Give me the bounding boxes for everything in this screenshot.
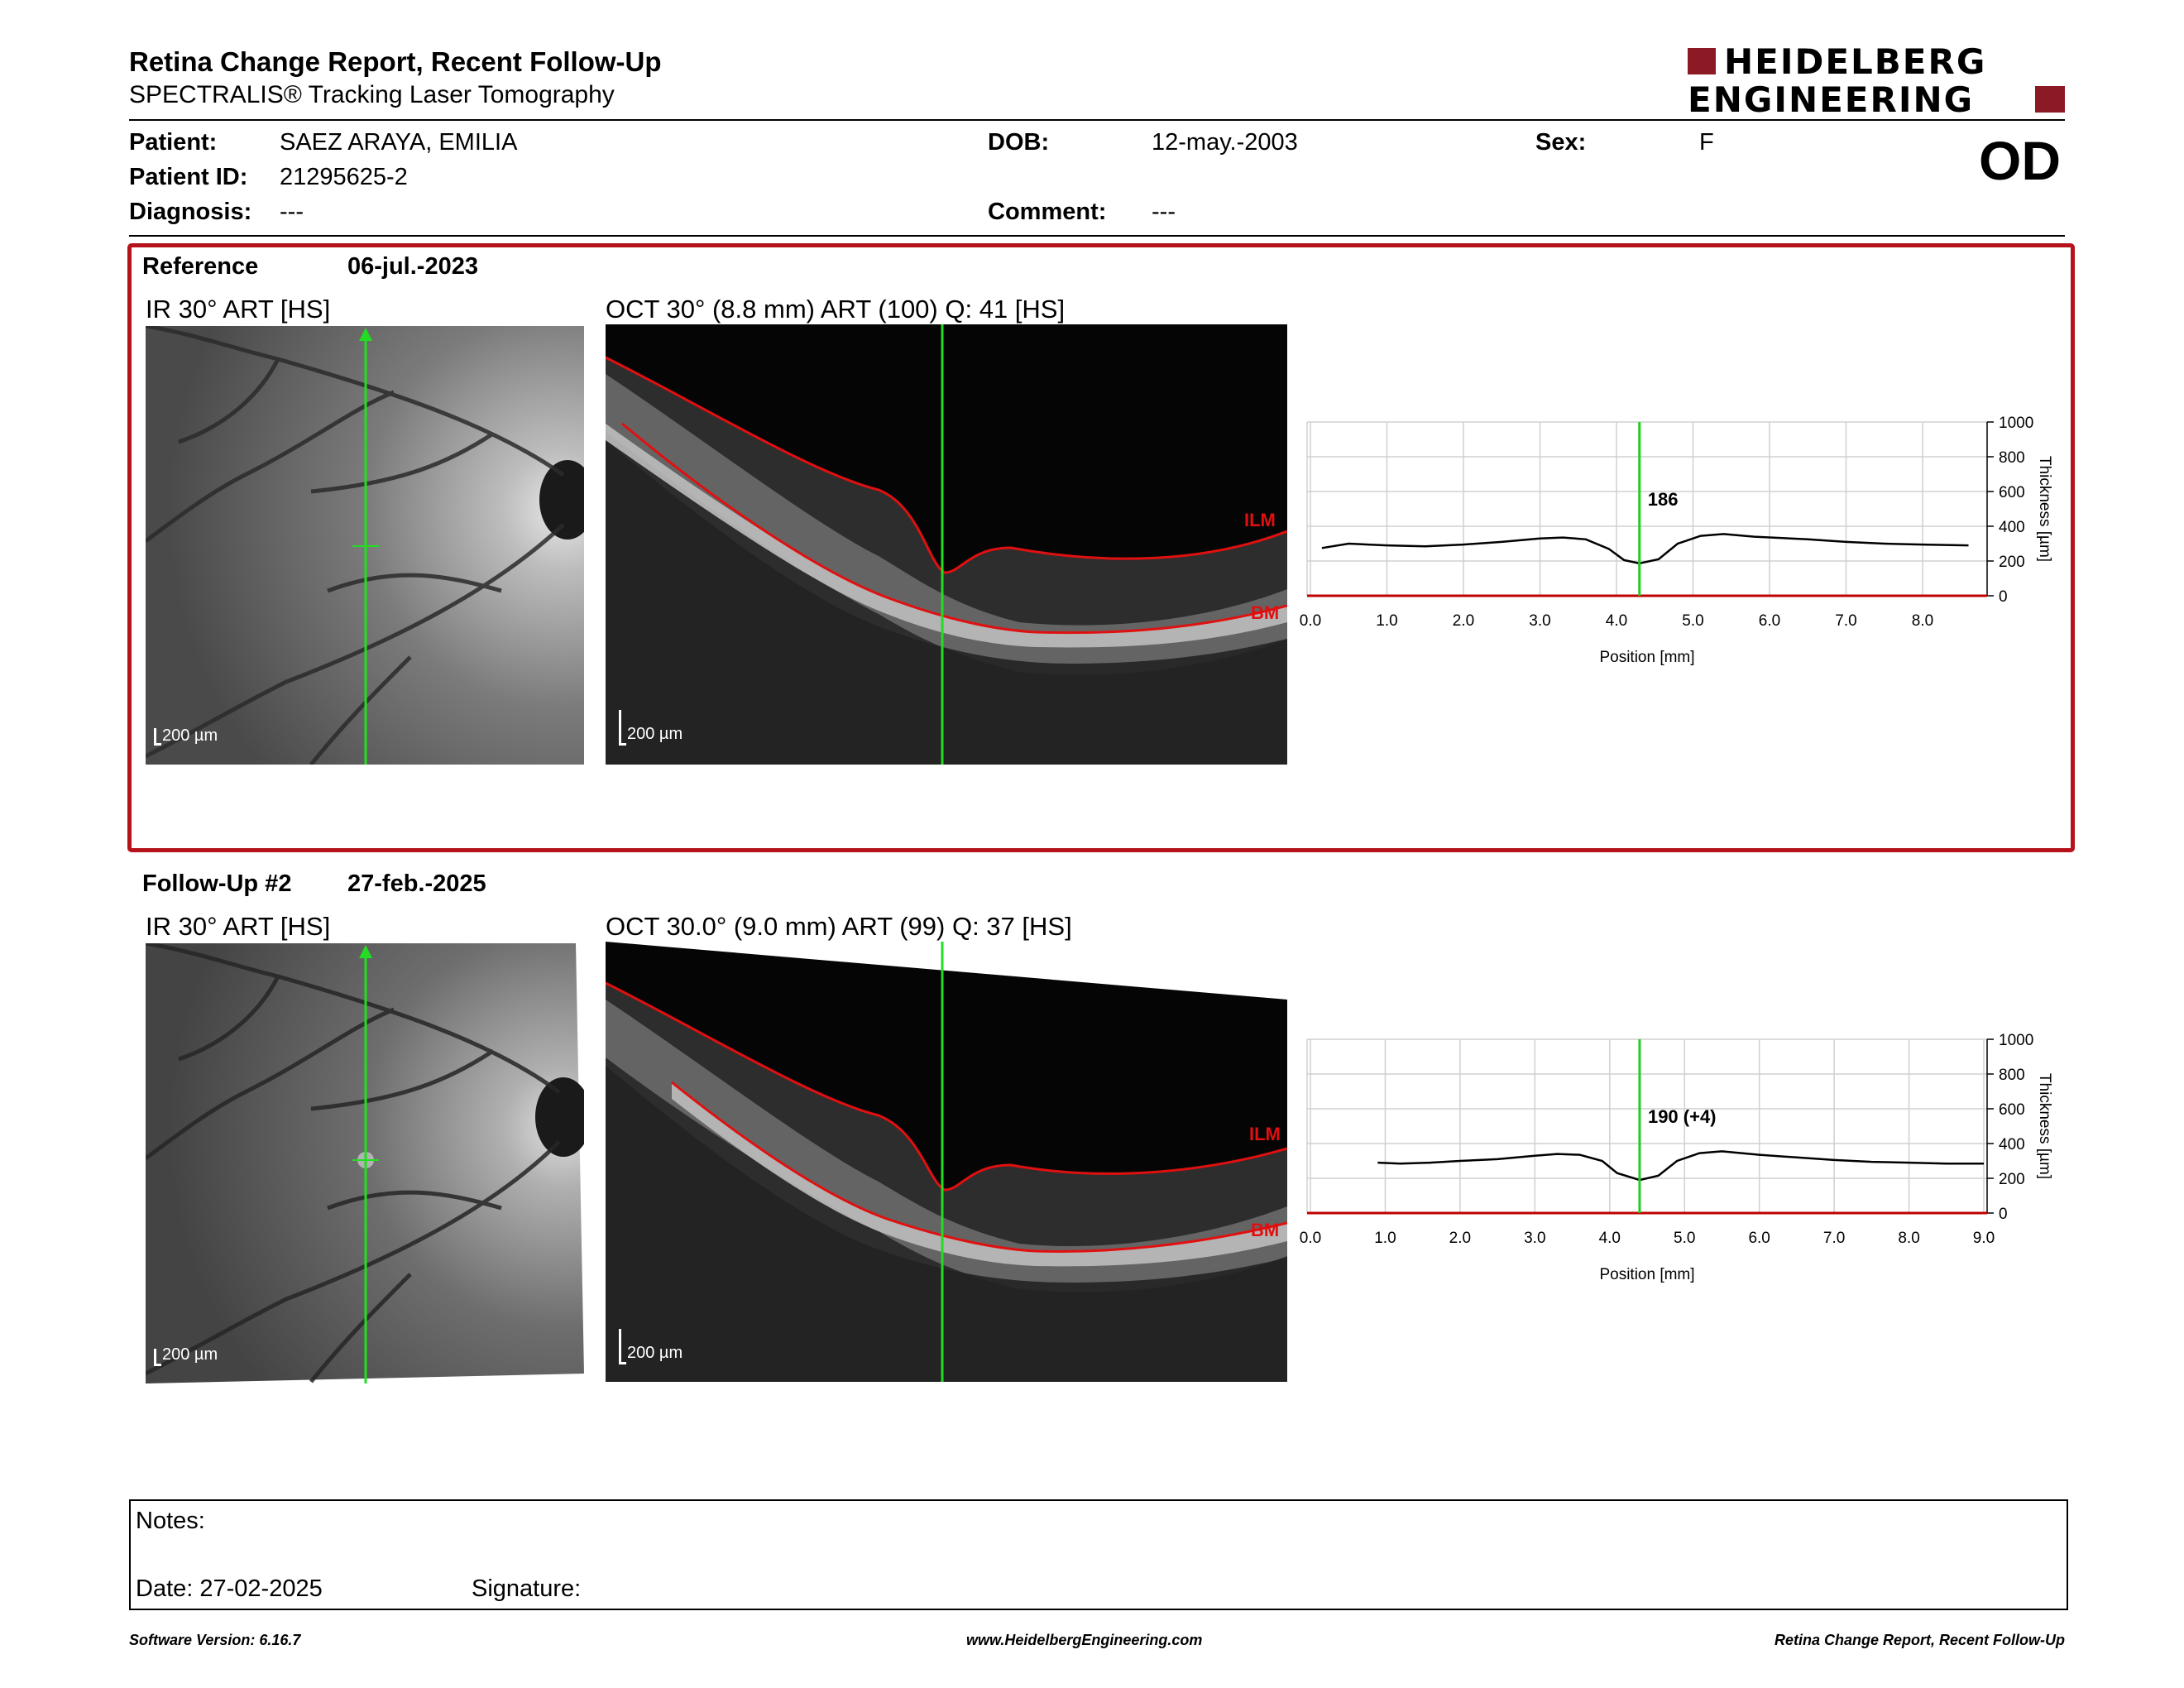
logo-line-1: HEIDELBERG xyxy=(1724,41,1987,82)
eye-indicator: OD xyxy=(1979,130,2061,191)
patient-id: 21295625-2 xyxy=(280,164,408,190)
followup-ilm-label: ILM xyxy=(1249,1124,1281,1144)
sex-value: F xyxy=(1699,129,1714,156)
y-tick-label: 400 xyxy=(1999,519,2025,536)
notes-label: Notes: xyxy=(136,1508,205,1534)
followup-ir-image[interactable]: 200 µm xyxy=(146,943,584,1383)
y-tick-label: 1000 xyxy=(1999,415,2033,432)
reference-ir-scale: 200 µm xyxy=(162,727,218,745)
x-tick-label: 4.0 xyxy=(1599,1230,1621,1247)
y-tick-label: 200 xyxy=(1999,554,2025,571)
patient-label: Patient: xyxy=(129,129,218,156)
followup-thickness-chart: 0 200 400 600 800 1000 0.0 1.0 2.0 3.0 4.0 5.0 6.0 7.… xyxy=(1291,1026,2085,1291)
reference-oct-image[interactable]: ILM BM 200 µm xyxy=(606,324,1287,765)
followup-oct-scale: 200 µm xyxy=(627,1344,683,1362)
logo-line-2: ENGINEERING xyxy=(1688,79,1975,120)
patient-id-label: Patient ID: xyxy=(129,164,248,190)
reference-ilm-label: ILM xyxy=(1244,510,1276,530)
reference-section xyxy=(127,243,2075,852)
x-tick-label: 4.0 xyxy=(1606,612,1627,630)
x-tick-label: 2.0 xyxy=(1453,612,1474,630)
comment-value: --- xyxy=(1152,199,1176,225)
x-tick-label: 6.0 xyxy=(1748,1230,1770,1247)
y-tick-label: 600 xyxy=(1999,1101,2025,1119)
x-tick-label: 8.0 xyxy=(1912,612,1933,630)
reference-thickness-svg: 0 200 400 600 800 1000 0.0 1.0 2.0 3.0 4.0 5.0 6.0 7.… xyxy=(1300,415,2053,666)
followup-thickness-svg: 0 200 400 600 800 1000 0.0 1.0 2.0 3.0 4.0 5.0 6.0 7.… xyxy=(1300,1032,2053,1283)
followup-oct-image[interactable]: ILM BM 200 µm xyxy=(606,942,1287,1382)
x-tick-label: 3.0 xyxy=(1524,1230,1545,1247)
y-tick-label: 800 xyxy=(1999,449,2025,467)
reference-date: 06-jul.-2023 xyxy=(347,253,478,280)
patient-name: SAEZ ARAYA, EMILIA xyxy=(280,129,518,156)
reference-oct-scale: 200 µm xyxy=(627,725,683,743)
x-tick-label: 1.0 xyxy=(1374,1230,1396,1247)
y-tick-label: 1000 xyxy=(1999,1032,2033,1049)
marker-value-label: 186 xyxy=(1648,489,1679,510)
marker-value-label: 190 (+4) xyxy=(1648,1106,1717,1127)
thickness-line xyxy=(1377,1150,1984,1182)
x-tick-label: 2.0 xyxy=(1449,1230,1471,1247)
x-axis-label: Position [mm] xyxy=(1599,649,1694,666)
diagnosis-value: --- xyxy=(280,199,304,225)
followup-label: Follow-Up #2 xyxy=(142,870,292,897)
x-tick-label: 0.0 xyxy=(1300,612,1321,630)
x-tick-label: 6.0 xyxy=(1759,612,1780,630)
footer-software-version: Software Version: 6.16.7 xyxy=(129,1632,301,1648)
x-tick-label: 9.0 xyxy=(1973,1230,1995,1247)
y-tick-label: 400 xyxy=(1999,1136,2025,1153)
dob-value: 12-may.-2003 xyxy=(1152,129,1298,156)
reference-bm-label: BM xyxy=(1251,602,1280,623)
footer-website: www.HeidelbergEngineering.com xyxy=(966,1632,1203,1648)
thickness-line xyxy=(1321,533,1969,565)
reference-label: Reference xyxy=(142,253,259,280)
x-tick-label: 3.0 xyxy=(1529,612,1550,630)
y-tick-label: 200 xyxy=(1999,1171,2025,1188)
y-tick-label: 800 xyxy=(1999,1067,2025,1084)
followup-date: 27-feb.-2025 xyxy=(347,870,486,897)
report-subtitle: SPECTRALIS® Tracking Laser Tomography xyxy=(129,81,615,108)
followup-ir-scale: 200 µm xyxy=(162,1345,218,1364)
heidelberg-logo: HEIDELBERG ENGINEERING xyxy=(1688,41,2065,120)
followup-ir-caption: IR 30° ART [HS] xyxy=(146,912,331,941)
sex-label: Sex: xyxy=(1535,129,1587,156)
y-tick-label: 0 xyxy=(1999,1206,2008,1223)
x-tick-label: 7.0 xyxy=(1835,612,1856,630)
signature-label: Signature: xyxy=(472,1575,582,1602)
y-tick-label: 600 xyxy=(1999,484,2025,501)
report-title: Retina Change Report, Recent Follow-Up xyxy=(129,46,662,77)
x-tick-label: 8.0 xyxy=(1898,1230,1919,1247)
reference-ir-image[interactable]: 200 µm xyxy=(146,326,584,765)
x-tick-label: 7.0 xyxy=(1823,1230,1845,1247)
y-tick-label: 0 xyxy=(1999,588,2008,606)
x-tick-label: 0.0 xyxy=(1300,1230,1321,1247)
reference-oct-caption: OCT 30° (8.8 mm) ART (100) Q: 41 [HS] xyxy=(606,295,1066,324)
x-tick-label: 5.0 xyxy=(1682,612,1703,630)
reference-thickness-chart: 0 200 400 600 800 1000 0.0 1.0 2.0 3.0 4.0 5.0 6.0 7.… xyxy=(1291,409,2085,674)
y-axis-label: Thickness [µm] xyxy=(2036,456,2053,562)
followup-oct-caption: OCT 30.0° (9.0 mm) ART (99) Q: 37 [HS] xyxy=(606,912,1072,941)
dob-label: DOB: xyxy=(988,129,1050,156)
diagnosis-label: Diagnosis: xyxy=(129,199,252,225)
footer-report-name: Retina Change Report, Recent Follow-Up xyxy=(1774,1632,2065,1648)
followup-bm-label: BM xyxy=(1251,1220,1280,1240)
comment-label: Comment: xyxy=(988,199,1107,225)
x-tick-label: 5.0 xyxy=(1674,1230,1695,1247)
y-axis-label: Thickness [µm] xyxy=(2036,1073,2053,1179)
x-axis-label: Position [mm] xyxy=(1599,1266,1694,1283)
reference-ir-caption: IR 30° ART [HS] xyxy=(146,295,331,324)
date-label: Date: 27-02-2025 xyxy=(136,1575,323,1602)
notes-box[interactable] xyxy=(129,1499,2068,1610)
x-tick-label: 1.0 xyxy=(1376,612,1397,630)
